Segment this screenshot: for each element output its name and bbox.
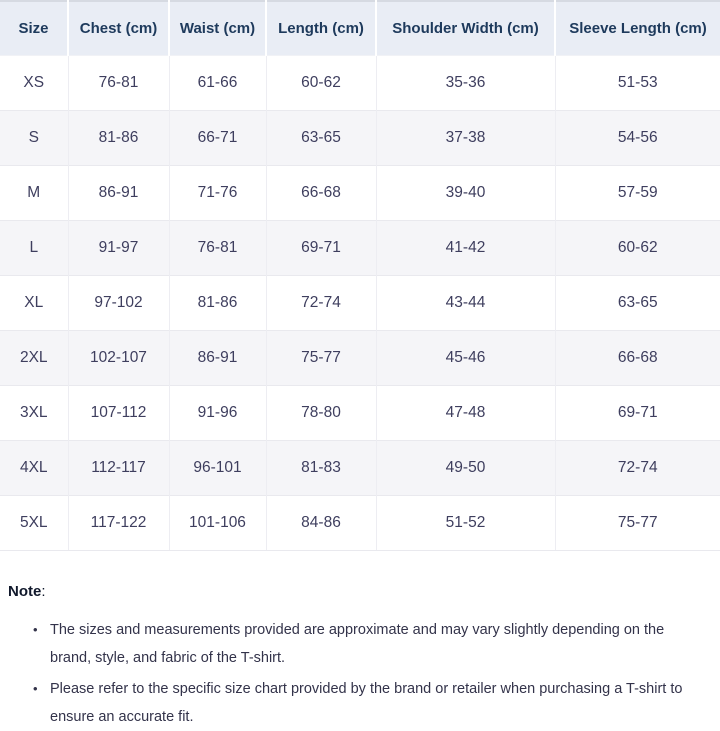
note-item: Please refer to the specific size chart … bbox=[33, 675, 706, 731]
cell-value: 57-59 bbox=[555, 165, 720, 221]
column-header-waist-cm: Waist (cm) bbox=[169, 1, 267, 56]
cell-value: 78-80 bbox=[266, 385, 377, 441]
note-section: Note: The sizes and measurements provide… bbox=[0, 583, 720, 731]
cell-size: S bbox=[0, 110, 69, 166]
table-header: Size Chest (cm) Waist (cm) Length (cm) Shoul… bbox=[0, 1, 720, 56]
cell-value: 60-62 bbox=[266, 55, 377, 111]
cell-value: 84-86 bbox=[266, 495, 377, 551]
cell-value: 101-106 bbox=[169, 495, 267, 551]
cell-value: 86-91 bbox=[68, 165, 170, 221]
cell-value: 47-48 bbox=[376, 385, 556, 441]
table-row: 3XL 107-112 91-96 78-80 47-48 69-71 bbox=[0, 385, 720, 441]
cell-value: 97-102 bbox=[68, 275, 170, 331]
cell-value: 72-74 bbox=[555, 440, 720, 496]
column-header-size: Size bbox=[0, 1, 69, 56]
cell-value: 102-107 bbox=[68, 330, 170, 386]
cell-value: 43-44 bbox=[376, 275, 556, 331]
note-heading: Note: bbox=[8, 583, 712, 601]
column-header-chest-cm: Chest (cm) bbox=[68, 1, 170, 56]
cell-value: 60-62 bbox=[555, 220, 720, 276]
cell-value: 75-77 bbox=[555, 495, 720, 551]
column-header-shoulder-width-cm: Shoulder Width (cm) bbox=[376, 1, 556, 56]
cell-size: 5XL bbox=[0, 495, 69, 551]
table-row: S 81-86 66-71 63-65 37-38 54-56 bbox=[0, 110, 720, 166]
cell-value: 41-42 bbox=[376, 220, 556, 276]
cell-size: XL bbox=[0, 275, 69, 331]
cell-value: 63-65 bbox=[555, 275, 720, 331]
cell-value: 66-71 bbox=[169, 110, 267, 166]
cell-value: 81-83 bbox=[266, 440, 377, 496]
cell-value: 91-96 bbox=[169, 385, 267, 441]
note-item: The sizes and measurements provided are … bbox=[33, 616, 706, 672]
cell-value: 69-71 bbox=[555, 385, 720, 441]
cell-value: 39-40 bbox=[376, 165, 556, 221]
table-row: L 91-97 76-81 69-71 41-42 60-62 bbox=[0, 220, 720, 276]
cell-value: 61-66 bbox=[169, 55, 267, 111]
cell-size: XS bbox=[0, 55, 69, 111]
cell-value: 37-38 bbox=[376, 110, 556, 166]
table-row: 5XL 117-122 101-106 84-86 51-52 75-77 bbox=[0, 495, 720, 551]
cell-size: L bbox=[0, 220, 69, 276]
cell-value: 66-68 bbox=[555, 330, 720, 386]
cell-value: 54-56 bbox=[555, 110, 720, 166]
column-header-length-cm: Length (cm) bbox=[266, 1, 377, 56]
cell-value: 81-86 bbox=[68, 110, 170, 166]
cell-value: 63-65 bbox=[266, 110, 377, 166]
cell-size: 3XL bbox=[0, 385, 69, 441]
cell-value: 49-50 bbox=[376, 440, 556, 496]
cell-value: 51-53 bbox=[555, 55, 720, 111]
cell-value: 91-97 bbox=[68, 220, 170, 276]
cell-value: 96-101 bbox=[169, 440, 267, 496]
cell-value: 86-91 bbox=[169, 330, 267, 386]
cell-value: 71-76 bbox=[169, 165, 267, 221]
header-row: Size Chest (cm) Waist (cm) Length (cm) Shoul… bbox=[0, 1, 720, 56]
cell-value: 75-77 bbox=[266, 330, 377, 386]
note-colon: : bbox=[41, 583, 46, 600]
cell-value: 76-81 bbox=[169, 220, 267, 276]
table-row: XS 76-81 61-66 60-62 35-36 51-53 bbox=[0, 55, 720, 111]
cell-value: 117-122 bbox=[68, 495, 170, 551]
cell-size: M bbox=[0, 165, 69, 221]
tshirt-size-chart-table: Size Chest (cm) Waist (cm) Length (cm) Shoul… bbox=[0, 0, 720, 551]
note-list: The sizes and measurements provided are … bbox=[8, 616, 712, 731]
cell-value: 51-52 bbox=[376, 495, 556, 551]
cell-value: 107-112 bbox=[68, 385, 170, 441]
table-row: 2XL 102-107 86-91 75-77 45-46 66-68 bbox=[0, 330, 720, 386]
column-header-sleeve-length-cm: Sleeve Length (cm) bbox=[555, 1, 720, 56]
cell-value: 72-74 bbox=[266, 275, 377, 331]
cell-value: 35-36 bbox=[376, 55, 556, 111]
note-label: Note bbox=[8, 583, 42, 600]
cell-value: 81-86 bbox=[169, 275, 267, 331]
cell-value: 76-81 bbox=[68, 55, 170, 111]
table-row: M 86-91 71-76 66-68 39-40 57-59 bbox=[0, 165, 720, 221]
cell-value: 66-68 bbox=[266, 165, 377, 221]
cell-value: 45-46 bbox=[376, 330, 556, 386]
cell-value: 112-117 bbox=[68, 440, 170, 496]
table-body: XS 76-81 61-66 60-62 35-36 51-53 S 81-86 66-71 63… bbox=[0, 55, 720, 551]
table-row: 4XL 112-117 96-101 81-83 49-50 72-74 bbox=[0, 440, 720, 496]
cell-size: 2XL bbox=[0, 330, 69, 386]
cell-size: 4XL bbox=[0, 440, 69, 496]
cell-value: 69-71 bbox=[266, 220, 377, 276]
table-row: XL 97-102 81-86 72-74 43-44 63-65 bbox=[0, 275, 720, 331]
